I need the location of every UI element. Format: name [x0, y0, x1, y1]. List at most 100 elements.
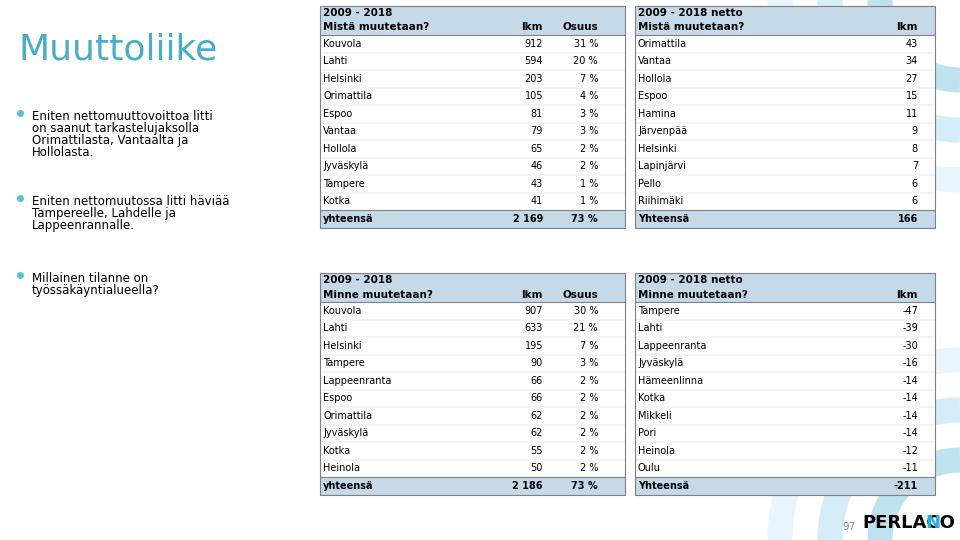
Text: Orimattilasta, Vantaalta ja: Orimattilasta, Vantaalta ja — [32, 134, 188, 147]
Bar — [635, 287, 935, 302]
Text: Lappeenranta: Lappeenranta — [323, 376, 392, 386]
Text: Eniten nettomuuttovoittoa litti: Eniten nettomuuttovoittoa litti — [32, 110, 213, 123]
Text: 20 %: 20 % — [573, 56, 598, 66]
Bar — [320, 273, 625, 287]
Text: Tampere: Tampere — [638, 306, 680, 316]
Text: 2009 - 2018: 2009 - 2018 — [323, 275, 393, 285]
Bar — [320, 287, 625, 302]
Text: Helsinki: Helsinki — [323, 74, 362, 84]
Text: 46: 46 — [531, 161, 543, 171]
Text: Kotka: Kotka — [323, 446, 350, 456]
Text: 1 %: 1 % — [580, 179, 598, 189]
Bar — [635, 20, 935, 35]
Text: Hollola: Hollola — [638, 74, 671, 84]
Text: Lahti: Lahti — [638, 323, 662, 333]
Text: on saanut tarkastelujaksolla: on saanut tarkastelujaksolla — [32, 122, 199, 135]
Text: 1 %: 1 % — [580, 196, 598, 206]
Text: 21 %: 21 % — [573, 323, 598, 333]
Text: 594: 594 — [524, 56, 543, 66]
Bar — [320, 273, 625, 495]
Text: 90: 90 — [531, 358, 543, 368]
Text: Espoo: Espoo — [323, 393, 352, 403]
Text: Orimattila: Orimattila — [638, 39, 687, 49]
Text: 66: 66 — [531, 393, 543, 403]
Text: lkm: lkm — [897, 289, 918, 300]
Text: Espoo: Espoo — [323, 109, 352, 119]
Bar — [635, 6, 935, 227]
Text: Hämeenlinna: Hämeenlinna — [638, 376, 703, 386]
Bar — [320, 6, 625, 227]
Text: 66: 66 — [531, 376, 543, 386]
Text: -16: -16 — [902, 358, 918, 368]
Text: Pori: Pori — [638, 428, 657, 438]
Bar — [635, 273, 935, 287]
Text: 4 %: 4 % — [580, 91, 598, 102]
Bar — [635, 273, 935, 495]
Text: Helsinki: Helsinki — [638, 144, 677, 154]
Text: 907: 907 — [524, 306, 543, 316]
Text: 2 %: 2 % — [580, 144, 598, 154]
Text: Lappeenranta: Lappeenranta — [638, 341, 707, 351]
Text: 43: 43 — [905, 39, 918, 49]
Text: Orimattila: Orimattila — [323, 91, 372, 102]
Text: 97: 97 — [843, 522, 856, 532]
Text: -14: -14 — [902, 376, 918, 386]
Bar — [320, 210, 625, 227]
Text: Tampere: Tampere — [323, 179, 365, 189]
Text: -47: -47 — [902, 306, 918, 316]
Text: 30 %: 30 % — [573, 306, 598, 316]
Text: -30: -30 — [902, 341, 918, 351]
Text: Kotka: Kotka — [323, 196, 350, 206]
Text: -14: -14 — [902, 411, 918, 421]
Text: N: N — [925, 514, 940, 532]
Text: -14: -14 — [902, 428, 918, 438]
Text: 2 %: 2 % — [580, 428, 598, 438]
Text: Jyväskylä: Jyväskylä — [638, 358, 684, 368]
Text: 31 %: 31 % — [573, 39, 598, 49]
Text: 81: 81 — [531, 109, 543, 119]
Text: -39: -39 — [902, 323, 918, 333]
Text: Järvenpää: Järvenpää — [638, 126, 687, 136]
Text: Pello: Pello — [638, 179, 661, 189]
Text: Helsinki: Helsinki — [323, 341, 362, 351]
Text: 2009 - 2018 netto: 2009 - 2018 netto — [638, 8, 743, 18]
Text: Riihimäki: Riihimäki — [638, 196, 684, 206]
Bar — [320, 477, 625, 495]
Text: lkm: lkm — [521, 289, 543, 300]
Text: 9: 9 — [912, 126, 918, 136]
Text: 15: 15 — [905, 91, 918, 102]
Text: 73 %: 73 % — [571, 481, 598, 491]
Text: 6: 6 — [912, 179, 918, 189]
Text: 65: 65 — [531, 144, 543, 154]
Text: 2009 - 2018: 2009 - 2018 — [323, 8, 393, 18]
Text: Orimattila: Orimattila — [323, 411, 372, 421]
Text: 34: 34 — [905, 56, 918, 66]
Text: Vantaa: Vantaa — [323, 126, 357, 136]
Text: Tampereelle, Lahdelle ja: Tampereelle, Lahdelle ja — [32, 207, 176, 220]
Text: Lahti: Lahti — [323, 56, 348, 66]
Bar — [320, 20, 625, 35]
Text: Mistä muutetaan?: Mistä muutetaan? — [323, 23, 429, 32]
Text: Yhteensä: Yhteensä — [638, 214, 689, 224]
Text: -12: -12 — [902, 446, 918, 456]
Text: PERLACO: PERLACO — [862, 514, 955, 532]
Text: Osuus: Osuus — [563, 23, 598, 32]
Text: 166: 166 — [898, 214, 918, 224]
Text: Jyväskylä: Jyväskylä — [323, 161, 369, 171]
Text: 27: 27 — [905, 74, 918, 84]
Bar — [320, 273, 625, 495]
Text: lkm: lkm — [521, 23, 543, 32]
Text: 2 %: 2 % — [580, 376, 598, 386]
Text: 633: 633 — [524, 323, 543, 333]
Bar — [635, 6, 935, 20]
Text: yhteensä: yhteensä — [323, 481, 373, 491]
Text: 50: 50 — [531, 463, 543, 473]
Text: Lahti: Lahti — [323, 323, 348, 333]
Text: Espoo: Espoo — [638, 91, 667, 102]
Bar — [320, 6, 625, 227]
Text: Heinola: Heinola — [638, 446, 675, 456]
Text: 105: 105 — [524, 91, 543, 102]
Text: Kotka: Kotka — [638, 393, 665, 403]
Text: 7: 7 — [912, 161, 918, 171]
Text: 3 %: 3 % — [580, 109, 598, 119]
